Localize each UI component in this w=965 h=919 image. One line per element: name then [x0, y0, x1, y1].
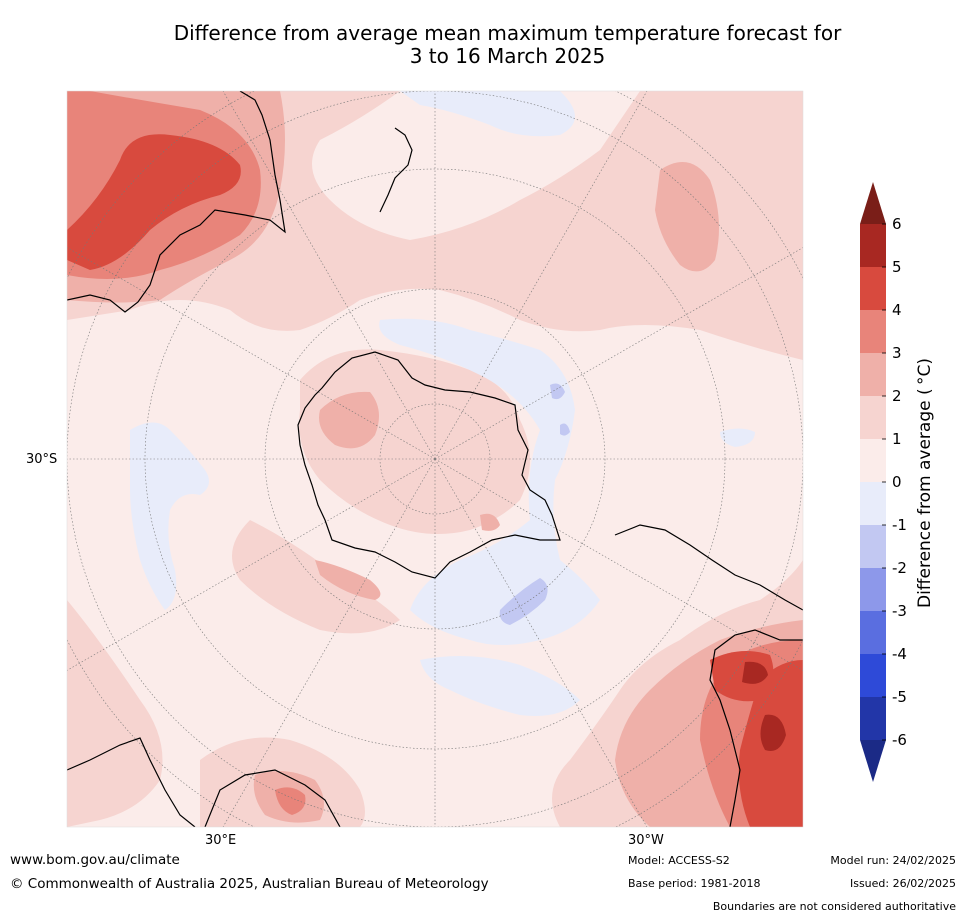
base-period-text: Base period: 1981-2018	[628, 877, 761, 890]
latitude-label-30s: 30°S	[26, 452, 58, 467]
colorbar-segment	[860, 568, 886, 611]
south-america-coastline	[614, 524, 803, 611]
colorbar-segment	[860, 482, 886, 525]
anomaly-4-to-5-region	[67, 134, 241, 270]
longitude-label-30w: 30°W	[628, 833, 664, 848]
anomaly-minus-1-to-minus-2-region	[550, 383, 565, 400]
anomaly-2-to-3-region	[655, 162, 719, 272]
colorbar	[860, 182, 886, 782]
australia-coastline	[67, 91, 286, 313]
colorbar-extend-high	[860, 182, 886, 224]
south-america-coastline	[709, 629, 803, 827]
colorbar-segment	[860, 697, 886, 740]
anomaly-minus-1-to-minus-2-region	[560, 423, 570, 436]
anomaly-minus-1-to-minus-2-region	[499, 578, 548, 625]
colorbar-tick-label: 1	[892, 430, 902, 448]
model-run-text: Model run: 24/02/2025	[830, 854, 956, 867]
colorbar-segment	[860, 439, 886, 482]
africa-coastline	[67, 737, 196, 827]
colorbar-tick-label: -5	[892, 688, 907, 706]
issued-text: Issued: 26/02/2025	[849, 877, 956, 890]
colorbar-segment	[860, 353, 886, 396]
colorbar-extend-low	[860, 740, 886, 782]
colorbar-segment	[860, 525, 886, 568]
map-frame	[66, 90, 804, 828]
colorbar-tick-label: -3	[892, 602, 907, 620]
colorbar-segment	[860, 224, 886, 267]
model-text: Model: ACCESS-S2	[628, 854, 730, 867]
longitude-label-30e: 30°E	[205, 833, 237, 848]
africa-coastline	[204, 769, 341, 827]
anomaly-0-to-minus-1-region	[720, 428, 755, 447]
colorbar-tick-label: 3	[892, 344, 902, 362]
colorbar-tick-label: 6	[892, 215, 902, 233]
anomaly-2-to-3-region	[319, 391, 379, 449]
graticule	[67, 91, 803, 827]
anomaly-5-to-6-region	[760, 714, 786, 751]
colorbar-tick-label: 5	[892, 258, 902, 276]
new-zealand-coastline	[379, 127, 413, 213]
website-text: www.bom.gov.au/climate	[10, 852, 180, 868]
colorbar-segment	[860, 611, 886, 654]
colorbar-segment	[860, 310, 886, 353]
anomaly-2-to-3-region	[315, 560, 381, 600]
anomaly-0-to-minus-1-region	[130, 422, 209, 610]
colorbar-segment	[860, 396, 886, 439]
anomaly-0-to-minus-1-region	[379, 318, 600, 645]
anomaly-0-to-minus-1-region	[420, 656, 580, 716]
copyright-text: © Commonwealth of Australia 2025, Austra…	[10, 876, 489, 892]
disclaimer-text: Boundaries are not considered authoritat…	[712, 900, 956, 913]
anomaly-0-to-minus-1-region	[400, 91, 575, 137]
anomaly-1-to-2-region	[232, 520, 400, 634]
anomaly-3-to-4-region	[275, 787, 306, 815]
chart-title-line-1: Difference from average mean maximum tem…	[173, 21, 842, 45]
colorbar-tick-label: 2	[892, 387, 902, 405]
colorbar-axis-label: Difference from average ( °C)	[915, 357, 935, 609]
colorbar-tick-label: 4	[892, 301, 902, 319]
colorbar-tick-label: -1	[892, 516, 907, 534]
colorbar-tick-label: -2	[892, 559, 907, 577]
anomaly-5-to-6-region	[742, 661, 768, 684]
colorbar-tick-label: 0	[892, 473, 902, 491]
colorbar-segment	[860, 654, 886, 697]
map-field	[67, 91, 803, 827]
anomaly-2-to-3-region	[480, 513, 500, 531]
chart-title-line-2: 3 to 16 March 2025	[409, 44, 606, 68]
antarctica-coastline	[297, 351, 561, 579]
colorbar-segment	[860, 267, 886, 310]
coastlines	[67, 91, 803, 827]
colorbar-tick-label: -4	[892, 645, 907, 663]
colorbar-tick-label: -6	[892, 731, 907, 749]
